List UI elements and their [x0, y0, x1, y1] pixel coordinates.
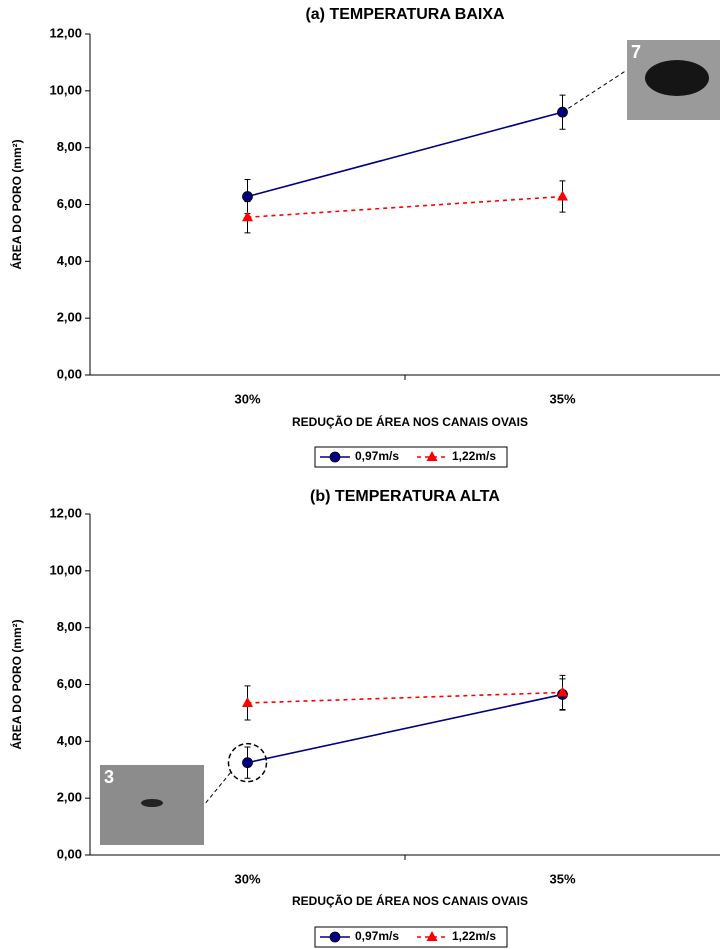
series-line	[247, 195, 563, 219]
y-tick-label: 8,00	[57, 139, 82, 154]
chart-title: (a) TEMPERATURA BAIXA	[305, 6, 505, 23]
x-tick-label: 30%	[234, 871, 260, 886]
legend-box	[314, 926, 508, 948]
y-tick-label: 10,00	[49, 82, 82, 97]
series-line	[247, 111, 563, 198]
y-tick-label: 4,00	[57, 253, 82, 268]
legend-label: 1,22m/s	[452, 929, 496, 943]
legend-label: 0,97m/s	[355, 449, 399, 463]
legend-marker	[329, 931, 341, 943]
chart-title: (b) TEMPERATURA ALTA	[310, 488, 500, 505]
y-tick-label: 6,00	[57, 196, 82, 211]
legend-box	[314, 446, 508, 468]
y-tick-label: 12,00	[49, 25, 82, 40]
photo-label: 3	[104, 767, 114, 787]
y-tick-label: 0,00	[57, 366, 82, 381]
x-axis-label: REDUÇÃO DE ÁREA NOS CANAIS OVAIS	[292, 414, 528, 429]
x-tick-label: 30%	[234, 391, 260, 406]
highlight	[227, 742, 268, 783]
legend-marker	[329, 451, 341, 463]
legend-label: 0,97m/s	[355, 929, 399, 943]
y-tick-label: 2,00	[57, 310, 82, 325]
pore	[141, 799, 163, 807]
y-tick-label: 4,00	[57, 733, 82, 748]
data-point	[242, 211, 253, 222]
y-axis-label: ÁREA DO PORO (mm²)	[9, 619, 24, 749]
y-tick-label: 8,00	[57, 619, 82, 634]
leader	[562, 69, 628, 113]
series-line	[247, 691, 563, 704]
y-tick-label: 10,00	[49, 562, 82, 577]
data-point	[557, 686, 568, 697]
pore	[645, 60, 709, 96]
y-tick-label: 0,00	[57, 846, 82, 861]
legend-marker	[426, 931, 438, 941]
y-tick-label: 6,00	[57, 676, 82, 691]
x-tick-label: 35%	[549, 391, 575, 406]
leader	[203, 772, 231, 806]
data-point	[242, 191, 253, 202]
series-line	[247, 693, 563, 764]
data-point	[557, 190, 568, 201]
legend-marker	[426, 451, 438, 461]
legend: 0,97m/s 1,22m/s	[314, 926, 508, 948]
data-point	[242, 696, 253, 707]
x-tick-label: 35%	[549, 871, 575, 886]
legend: 0,97m/s 1,22m/s	[314, 446, 508, 468]
y-tick-label: 2,00	[57, 790, 82, 805]
data-point	[242, 757, 253, 769]
x-axis-label: REDUÇÃO DE ÁREA NOS CANAIS OVAIS	[292, 893, 528, 908]
photo-label: 7	[631, 42, 641, 62]
y-tick-label: 12,00	[49, 505, 82, 520]
y-axis-label: ÁREA DO PORO (mm²)	[9, 139, 24, 269]
legend-label: 1,22m/s	[452, 449, 496, 463]
